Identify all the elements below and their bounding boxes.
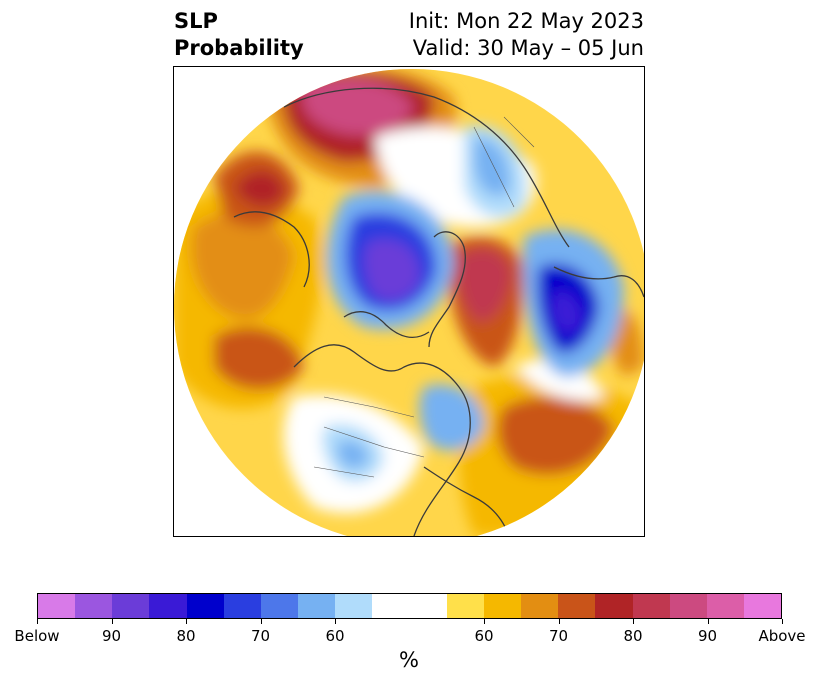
above-pacific-core — [191, 212, 294, 319]
title-variable: SLP — [174, 9, 218, 33]
colorbar-segment — [446, 594, 484, 618]
colorbar-tick-label: 70 — [250, 627, 271, 645]
colorbar-tick-label: 60 — [325, 627, 345, 645]
colorbar-segment — [372, 594, 410, 618]
colorbar-segment — [595, 594, 633, 618]
above-aleutian-red — [234, 170, 286, 207]
colorbar-segment — [75, 594, 113, 618]
colorbar-tick-label: 60 — [474, 627, 494, 645]
colorbar-tick-mark — [633, 619, 634, 624]
colorbar-segment — [112, 594, 150, 618]
colorbar-segment — [706, 594, 744, 618]
colorbar-tick-label: Below — [14, 627, 60, 645]
colorbar-tick-label: 70 — [548, 627, 569, 645]
colorbar-tick-mark — [335, 619, 336, 624]
colorbar-tick-mark — [37, 619, 38, 624]
colorbar-segment — [669, 594, 707, 618]
below-west-siberia-core — [551, 291, 583, 334]
colorbar-tick-mark — [782, 619, 783, 624]
valid-period: Valid: 30 May – 05 Jun — [412, 36, 644, 60]
colorbar-tick-mark — [707, 619, 709, 624]
map-frame — [173, 66, 645, 537]
below-hudson — [419, 384, 484, 451]
colorbar-segment — [223, 594, 261, 618]
colorbar-tick-label: 80 — [623, 627, 643, 645]
colorbar-segment — [335, 594, 373, 618]
colorbar-segment — [743, 594, 782, 618]
below-arctic-core — [364, 239, 420, 301]
title-right: Init: Mon 22 May 2023 Valid: 30 May – 05… — [409, 8, 644, 62]
above-siberia-core — [302, 78, 414, 136]
colorbar-tick-mark — [186, 619, 187, 624]
colorbar-segment — [149, 594, 187, 618]
colorbar-tick-mark — [111, 619, 113, 624]
above-pacific-low — [214, 327, 304, 390]
probability-map — [174, 69, 644, 536]
colorbar-tick-mark — [484, 619, 485, 624]
colorbar-tick-label: 80 — [176, 627, 196, 645]
above-europe-core — [457, 248, 512, 322]
colorbar-segment — [632, 594, 670, 618]
colorbar-segment — [38, 594, 76, 618]
colorbar-unit: % — [399, 648, 419, 672]
colorbar-segment — [558, 594, 596, 618]
title-type: Probability — [174, 36, 304, 60]
coastlines — [233, 87, 644, 536]
colorbar-tick-label: 90 — [101, 627, 122, 645]
colorbar-tick-mark — [260, 619, 262, 624]
colorbar-segment — [483, 594, 522, 618]
colorbar-segment — [298, 594, 336, 618]
colorbar-segment — [260, 594, 299, 618]
colorbar-segment — [186, 594, 224, 618]
below-us-core — [337, 440, 369, 469]
borders — [313, 116, 535, 478]
colorbar — [37, 593, 782, 619]
colorbar-segment — [521, 594, 559, 618]
title-left: SLP Probability — [174, 8, 304, 62]
colorbar-segment — [409, 594, 447, 618]
init-date: Init: Mon 22 May 2023 — [408, 9, 644, 33]
above-atlantic-core — [497, 396, 614, 475]
colorbar-tick-label: 90 — [697, 627, 718, 645]
colorbar-tick-label: Above — [758, 627, 806, 645]
colorbar-tick-mark — [558, 619, 560, 624]
